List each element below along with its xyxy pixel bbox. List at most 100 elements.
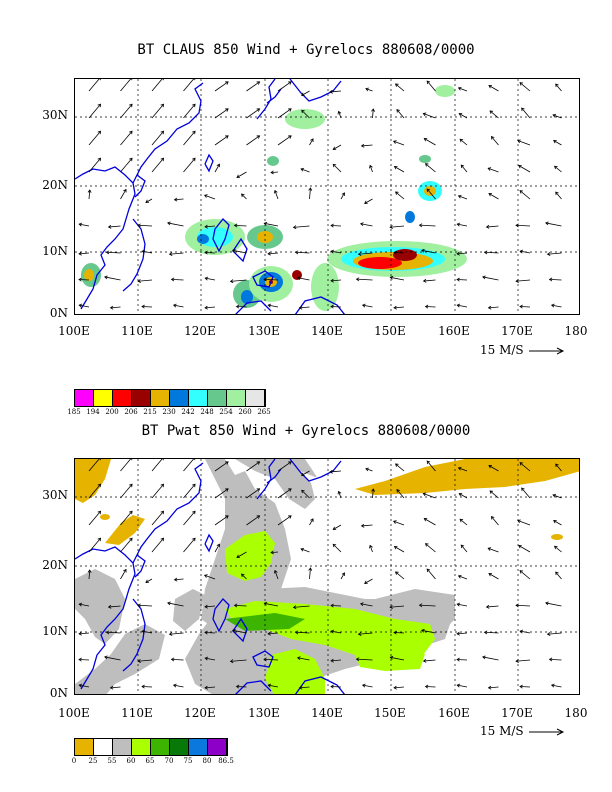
wind-arrow xyxy=(214,164,220,173)
panel1-lat-label: 10N xyxy=(42,244,68,258)
panel1-map xyxy=(74,78,580,315)
wind-arrow xyxy=(340,572,345,580)
wind-arrowhead xyxy=(99,79,101,81)
panel1-lat-label: 30N xyxy=(42,108,68,122)
wind-arrow xyxy=(361,144,373,147)
legend-label: 215 xyxy=(143,408,157,416)
wind-arrow xyxy=(394,546,405,553)
wind-arrow xyxy=(205,225,216,228)
wind-arrow xyxy=(169,252,184,255)
wind-arrow xyxy=(459,138,468,146)
wind-arrow xyxy=(457,304,468,308)
wind-arrowhead xyxy=(550,683,555,688)
wind-arrow xyxy=(151,103,164,119)
panel2-title: BT Pwat 850 Wind + Gyrelocs 880608/0000 xyxy=(141,423,471,439)
wind-arrowhead xyxy=(256,135,261,139)
wind-arrow xyxy=(106,631,121,634)
wind-arrowhead xyxy=(97,510,102,515)
wind-arrowhead xyxy=(456,303,461,308)
wind-arrow xyxy=(519,82,531,92)
wind-arrow xyxy=(104,656,121,661)
wind-arrowhead xyxy=(225,461,229,465)
wind-arrowhead xyxy=(519,249,524,254)
wind-arrowhead xyxy=(553,519,557,524)
wind-arrow xyxy=(205,605,216,608)
legend-label: 185 xyxy=(67,408,81,416)
wind-arrow xyxy=(340,192,345,200)
wind-arrowhead xyxy=(267,251,271,256)
wind-arrowhead xyxy=(99,459,101,461)
wind-arrowhead xyxy=(232,248,236,253)
wind-arrowhead xyxy=(270,170,274,175)
wind-arrow xyxy=(301,109,310,119)
panel1-lat-label: 20N xyxy=(42,178,68,192)
panel1-wind-scale: 15 M/S xyxy=(480,343,567,357)
wind-arrow xyxy=(482,276,499,281)
wind-arrowhead xyxy=(204,656,209,661)
wind-arrowhead xyxy=(519,462,524,466)
wind-arrowhead xyxy=(129,130,133,135)
panel2-pwat-areas xyxy=(75,459,579,694)
wind-arrow xyxy=(169,632,184,635)
wind-arrow xyxy=(214,488,229,499)
wind-arrow xyxy=(491,136,499,146)
wind-arrowhead xyxy=(137,279,141,283)
wind-arrowhead xyxy=(426,80,431,85)
wind-arrowhead xyxy=(330,629,335,634)
wind-arrowhead xyxy=(395,83,399,87)
wind-arrow xyxy=(88,510,101,526)
wind-arrow xyxy=(457,603,468,607)
wind-arrow xyxy=(110,686,121,689)
wind-arrow xyxy=(79,684,90,688)
wind-arrow xyxy=(419,224,436,227)
wind-arrow xyxy=(458,575,468,580)
wind-arrowhead xyxy=(545,601,549,606)
wind-arrow xyxy=(270,551,279,554)
wind-arrowhead xyxy=(330,304,334,309)
panel1-scale-label: 15 M/S xyxy=(480,343,524,357)
wind-arrowhead xyxy=(288,81,292,85)
wind-arrow xyxy=(277,461,292,472)
wind-arrowhead xyxy=(393,685,397,690)
wind-arrowhead xyxy=(105,630,110,635)
panel2-lon-label: 170E xyxy=(501,706,533,720)
wind-arrow xyxy=(393,140,405,146)
panel2-lon-label: 110E xyxy=(121,706,153,720)
wind-arrowhead xyxy=(107,604,112,609)
wind-arrowhead xyxy=(422,658,427,663)
wind-arrowhead xyxy=(389,605,393,609)
wind-arrow xyxy=(515,604,531,607)
wind-arrowhead xyxy=(288,515,292,519)
wind-arrow xyxy=(395,83,405,92)
wind-arrowhead xyxy=(233,603,238,608)
wind-arrow xyxy=(120,103,133,119)
panel1-lon-label: 130E xyxy=(248,324,280,338)
wind-arrow xyxy=(234,224,247,227)
wind-arrowhead xyxy=(489,110,494,114)
wind-arrowhead xyxy=(168,252,173,256)
wind-arrowhead xyxy=(192,103,196,108)
panel1-lon-label: 150E xyxy=(374,324,406,338)
wind-arrow xyxy=(356,658,373,661)
wind-arrow xyxy=(151,459,163,472)
wind-arrow xyxy=(394,306,405,309)
wind-arrowhead xyxy=(426,568,431,573)
wind-arrow xyxy=(301,470,310,476)
wind-arrowhead xyxy=(456,657,460,662)
wind-arrow xyxy=(426,568,436,580)
legend-label: 230 xyxy=(162,408,176,416)
wind-arrowhead xyxy=(457,574,462,579)
wind-arrow xyxy=(393,252,405,254)
wind-arrow xyxy=(488,85,499,92)
wind-arrowhead xyxy=(232,628,236,633)
wind-arrow xyxy=(88,189,91,200)
wind-arrowhead xyxy=(396,489,400,493)
wind-arrow xyxy=(78,659,90,661)
wind-arrowhead xyxy=(364,580,368,585)
wind-arrow xyxy=(362,684,373,688)
wind-arrowhead xyxy=(267,631,271,636)
wind-arrowhead xyxy=(330,658,334,663)
wind-arrowhead xyxy=(426,188,431,193)
wind-arrowhead xyxy=(389,655,394,660)
wind-arrowhead xyxy=(172,683,177,688)
